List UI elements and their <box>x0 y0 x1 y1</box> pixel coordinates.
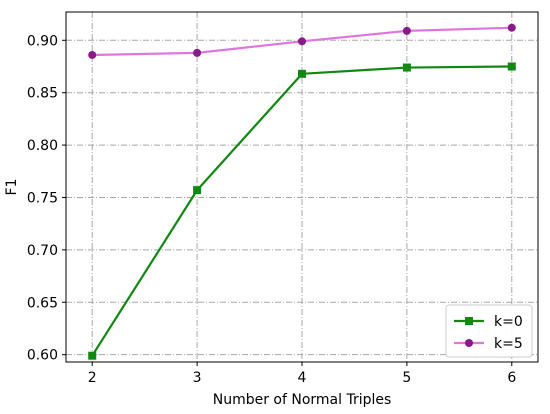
x-axis-label: Number of Normal Triples <box>213 392 392 408</box>
data-point-k=0 <box>402 63 411 72</box>
legend-label: k=5 <box>494 336 523 352</box>
x-tick-label: 5 <box>402 370 411 386</box>
data-point-k=5 <box>88 50 97 59</box>
data-point-k=5 <box>402 26 411 35</box>
data-point-k=0 <box>88 351 97 360</box>
x-tick-label: 3 <box>193 370 202 386</box>
x-tick-label: 6 <box>507 370 516 386</box>
data-point-k=0 <box>193 186 202 195</box>
ticks: 2 3 4 5 6 0.60 0.65 0.70 0.75 0.80 0.85 0.90 <box>27 33 516 386</box>
data-point-k=0 <box>507 62 516 71</box>
legend-marker-k=5 <box>465 339 473 347</box>
y-axis-label: F1 <box>4 179 20 196</box>
legend: k=0k=5 <box>445 304 533 358</box>
data-point-k=0 <box>298 69 306 78</box>
y-tick-label: 0.80 <box>27 138 58 154</box>
y-tick-label: 0.90 <box>27 33 58 49</box>
y-tick-label: 0.85 <box>27 86 58 102</box>
data-point-k=5 <box>193 48 202 57</box>
y-tick-label: 0.75 <box>27 190 58 206</box>
legend-marker-k=0 <box>465 317 473 325</box>
y-tick-label: 0.60 <box>27 348 58 364</box>
x-tick-label: 2 <box>88 370 97 386</box>
y-tick-label: 0.70 <box>27 243 58 259</box>
data-point-k=5 <box>507 23 516 32</box>
y-tick-label: 0.65 <box>27 295 58 311</box>
x-tick-label: 4 <box>298 370 307 386</box>
series-layer <box>88 23 516 360</box>
legend-label: k=0 <box>494 314 523 330</box>
data-point-k=5 <box>298 37 306 46</box>
